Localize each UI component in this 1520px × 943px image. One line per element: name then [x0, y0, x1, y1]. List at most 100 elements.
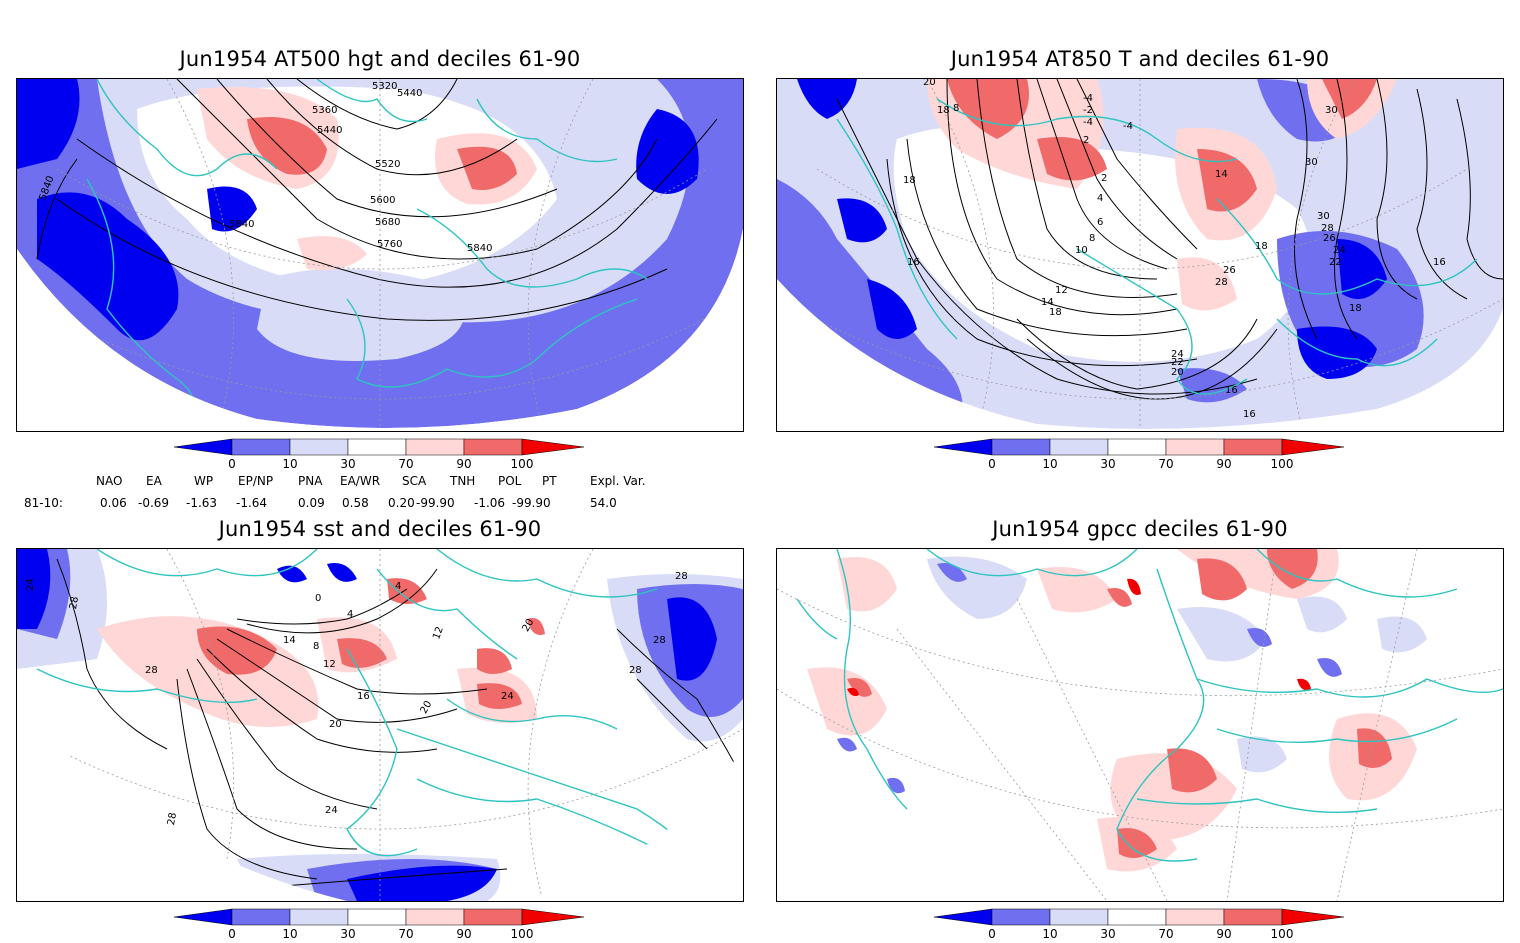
- colorbar-bar: [933, 908, 1345, 926]
- index-value: -99.90: [416, 496, 455, 510]
- index-header: NAO: [96, 474, 123, 488]
- contour-label: 5440: [317, 125, 342, 136]
- contour-label: 8: [1089, 233, 1095, 244]
- contour-label: 12: [323, 659, 336, 670]
- colorbar-tick: 30: [1100, 457, 1116, 471]
- decile-shading: [667, 597, 717, 681]
- colorbar-tick: 0: [228, 457, 236, 471]
- contour-label: 16: [357, 691, 370, 702]
- panel-title-gpcc: Jun1954 gpcc deciles 61-90: [992, 517, 1288, 541]
- colorbar-tick: 90: [456, 927, 472, 941]
- colorbar-segment: [1165, 438, 1225, 456]
- decile-shading: [17, 79, 80, 169]
- index-value: 54.0: [590, 496, 617, 510]
- colorbar-segment: [1049, 908, 1109, 926]
- decile-shading: [947, 79, 1029, 139]
- colorbar-segment: [347, 438, 407, 456]
- decile-shading: [197, 626, 277, 675]
- grid-lines: [777, 549, 1503, 901]
- contour-label: 14: [1215, 169, 1228, 180]
- contour-label: 5520: [375, 159, 400, 170]
- colorbar-segment: [1049, 438, 1109, 456]
- index-value: -1.63: [186, 496, 218, 510]
- index-header: PT: [542, 474, 557, 488]
- colorbar-tick: 0: [988, 927, 996, 941]
- map-mask: [777, 279, 1503, 431]
- colorbar-segment: [521, 908, 585, 926]
- colorbar-tick: 100: [510, 927, 534, 941]
- contour-label: 20: [329, 719, 342, 730]
- decile-shading: [297, 236, 367, 270]
- index-header: EA: [146, 474, 162, 488]
- index-value: -99.90: [512, 496, 551, 510]
- colorbar-tick: 30: [340, 927, 356, 941]
- contour-label: 4: [347, 609, 353, 620]
- contour-label: 20: [923, 79, 936, 88]
- colorbar-segment: [521, 438, 585, 456]
- colorbar-segment: [463, 908, 523, 926]
- colorbar-segment: [1281, 438, 1345, 456]
- contour-label: 28: [629, 665, 642, 676]
- index-header: WP: [194, 474, 214, 488]
- colorbar-segment: [1107, 438, 1167, 456]
- contour-label: 24: [325, 805, 338, 816]
- contour-labels: 24 28 28 28 28 20 20 20 16 14 12 12 8 4 …: [25, 571, 688, 826]
- decile-shading: [1337, 239, 1387, 299]
- contour-label: 20: [1171, 367, 1184, 378]
- map-mask: [517, 749, 743, 901]
- colorbar-tick: 90: [1216, 927, 1232, 941]
- colorbar-tick: 0: [988, 457, 996, 471]
- colorbar-tick: 30: [340, 457, 356, 471]
- contour-label: 14: [283, 635, 296, 646]
- colorbar-sst: 0 10 30 70 90 100: [173, 908, 586, 943]
- index-header: TNH: [450, 474, 476, 488]
- height-contours: [36, 79, 718, 321]
- contour-label: -4: [1083, 117, 1093, 128]
- contour-label: 5600: [370, 195, 395, 206]
- decile-shading: [337, 638, 387, 668]
- contour-label: 12: [431, 625, 446, 641]
- colorbar-tick: 90: [1216, 457, 1232, 471]
- index-value: -1.06: [474, 496, 506, 510]
- colorbar-tick: 70: [398, 927, 414, 941]
- contour-label: 22: [1329, 257, 1342, 268]
- index-value: 0.20: [388, 496, 415, 510]
- decile-shading: [37, 192, 179, 341]
- colorbar-segment: [347, 908, 407, 926]
- grid-lines: [17, 549, 743, 901]
- contour-label: 28: [145, 665, 158, 676]
- contour-label: -4: [1083, 93, 1093, 104]
- index-header: EP/NP: [238, 474, 274, 488]
- panel-title-t850: Jun1954 AT850 T and deciles 61-90: [950, 47, 1330, 71]
- decile-shading: [277, 565, 307, 583]
- colorbar-segment: [289, 438, 349, 456]
- decile-shading: [387, 578, 427, 604]
- panel-title-sst: Jun1954 sst and deciles 61-90: [218, 517, 542, 541]
- teleconnection-indices: NAO EA WP EP/NP PNA EA/WR SCA TNH POL PT…: [0, 474, 700, 514]
- grid-lines: [777, 79, 1503, 431]
- coastlines: [796, 549, 1503, 862]
- contour-label: 24: [25, 578, 36, 591]
- decile-shading: [1037, 137, 1107, 181]
- contour-label: 2: [1101, 173, 1107, 184]
- contour-label: 30: [1317, 211, 1330, 222]
- colorbar-hgt500: 0 10 30 70 90 100: [173, 438, 586, 473]
- contour-label: 16: [1243, 409, 1256, 420]
- temperature-contours: [836, 79, 1503, 400]
- contour-label: 18: [903, 175, 916, 186]
- precip-deciles-extreme: [847, 578, 1311, 697]
- colorbar-tick: 70: [398, 457, 414, 471]
- colorbar-segment: [173, 908, 233, 926]
- map-t850: 20 18 8 -4 -4 -4 2 2 4 6 8 10 12 14 14 1…: [777, 79, 1503, 431]
- colorbar-segment: [933, 438, 993, 456]
- contour-label: 18: [1349, 303, 1362, 314]
- map-gpcc: [777, 549, 1503, 901]
- contour-label: 28: [1321, 223, 1334, 234]
- contour-label: 8: [953, 103, 959, 114]
- precip-deciles-very-low: [837, 563, 1342, 794]
- contour-label: 16: [907, 257, 920, 268]
- map-sst: 24 28 28 28 28 20 20 20 16 14 12 12 8 4 …: [17, 549, 743, 901]
- contour-label: 6: [1097, 217, 1103, 228]
- colorbar-segment: [1107, 908, 1167, 926]
- colorbar-segment: [231, 438, 291, 456]
